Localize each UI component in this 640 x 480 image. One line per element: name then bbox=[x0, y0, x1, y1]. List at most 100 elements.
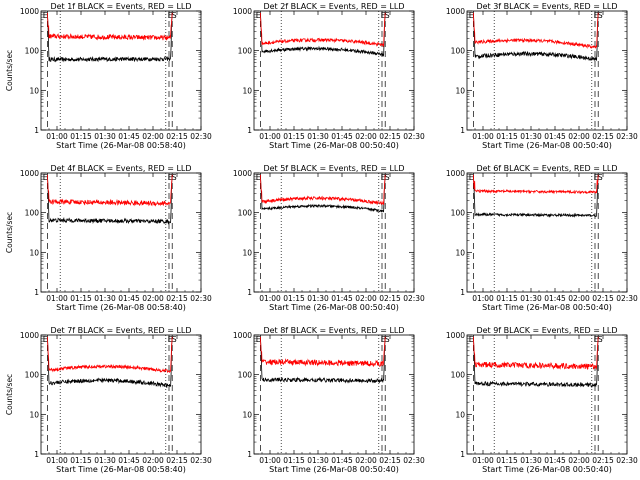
flag-s: S bbox=[598, 11, 603, 20]
y-tick-label: 100 bbox=[238, 371, 253, 380]
chart-title: Det 2f BLACK = Events, RED = LLD bbox=[263, 2, 404, 11]
flag-e: E bbox=[43, 173, 48, 182]
y-tick-label: 100 bbox=[25, 209, 40, 218]
chart-panel-8: Det 8f BLACK = Events, RED = LLD 1 10 100 10… bbox=[233, 326, 425, 474]
x-tick-label: 01:15 bbox=[70, 456, 92, 465]
flag-s: S bbox=[172, 11, 177, 20]
x-tick-label: 02:00 bbox=[142, 294, 164, 303]
x-tick-label: 01:15 bbox=[283, 132, 305, 141]
x-tick-label: 02:00 bbox=[142, 132, 164, 141]
x-tick-label: 01:30 bbox=[520, 294, 542, 303]
y-tick-label: 1 bbox=[460, 288, 465, 297]
x-tick-label: 01:15 bbox=[283, 294, 305, 303]
y-tick-label: 100 bbox=[25, 371, 40, 380]
y-tick-label: 10 bbox=[455, 86, 465, 95]
x-tick-label: 01:45 bbox=[118, 456, 140, 465]
flag-e: E bbox=[469, 335, 474, 344]
chart-title: Det 1f BLACK = Events, RED = LLD bbox=[50, 2, 191, 11]
x-tick-label: 01:30 bbox=[307, 456, 329, 465]
chart-title: Det 7f BLACK = Events, RED = LLD bbox=[50, 326, 191, 335]
x-tick-label: 01:15 bbox=[70, 294, 92, 303]
x-tick-label: 01:00 bbox=[46, 294, 68, 303]
y-tick-label: 100 bbox=[238, 209, 253, 218]
flag-s: S bbox=[172, 335, 177, 344]
events-series-line bbox=[473, 12, 599, 62]
events-series-line bbox=[260, 174, 386, 213]
y-tick-label: 10 bbox=[242, 410, 252, 419]
flag-e: E bbox=[168, 11, 173, 20]
y-tick-label: 10 bbox=[455, 248, 465, 257]
flag-s: S bbox=[598, 173, 603, 182]
plot-frame bbox=[253, 10, 415, 131]
x-tick-label: 01:00 bbox=[472, 456, 494, 465]
x-tick-label: 02:15 bbox=[592, 132, 614, 141]
y-tick-label: 1000 bbox=[233, 331, 252, 340]
x-tick-label: 01:15 bbox=[496, 132, 518, 141]
plot-frame bbox=[253, 334, 415, 455]
y-tick-label: 10 bbox=[242, 248, 252, 257]
chart-panel-6: Det 6f BLACK = Events, RED = LLD 1 10 100 10… bbox=[446, 164, 638, 312]
x-tick-label: 02:15 bbox=[592, 456, 614, 465]
y-tick-label: 100 bbox=[238, 47, 253, 56]
x-tick-label: 01:45 bbox=[331, 456, 353, 465]
x-tick-label: 01:45 bbox=[544, 132, 566, 141]
plot-frame bbox=[40, 10, 202, 131]
y-tick-label: 1000 bbox=[20, 7, 39, 16]
lld-series-line bbox=[47, 174, 173, 207]
lld-series-line bbox=[260, 12, 386, 48]
flag-e: E bbox=[594, 335, 599, 344]
x-tick-label: 02:00 bbox=[355, 456, 377, 465]
x-tick-label: 02:30 bbox=[616, 132, 638, 141]
x-axis-label: Start Time (26-Mar-08 00:50:40) bbox=[269, 303, 399, 312]
x-axis-label: Start Time (26-Mar-08 00:50:40) bbox=[269, 141, 399, 150]
y-tick-label: 1000 bbox=[20, 169, 39, 178]
x-tick-label: 01:15 bbox=[496, 294, 518, 303]
plot-frame bbox=[40, 172, 202, 293]
flag-e: E bbox=[469, 11, 474, 20]
flag-e: E bbox=[43, 11, 48, 20]
x-axis-label: Start Time (26-Mar-08 00:58:40) bbox=[56, 141, 186, 150]
x-axis-label: Start Time (26-Mar-08 00:50:40) bbox=[269, 465, 399, 474]
y-axis-label: Counts/sec bbox=[5, 212, 14, 253]
x-tick-label: 02:30 bbox=[190, 294, 212, 303]
x-tick-label: 01:45 bbox=[544, 294, 566, 303]
chart-title: Det 9f BLACK = Events, RED = LLD bbox=[476, 326, 617, 335]
x-axis-label: Start Time (26-Mar-08 00:58:40) bbox=[56, 303, 186, 312]
y-tick-label: 10 bbox=[29, 248, 39, 257]
x-tick-label: 02:00 bbox=[568, 456, 590, 465]
x-tick-label: 02:30 bbox=[403, 294, 425, 303]
x-tick-label: 02:00 bbox=[355, 294, 377, 303]
chart-title: Det 8f BLACK = Events, RED = LLD bbox=[263, 326, 404, 335]
events-series-line bbox=[47, 336, 173, 389]
events-series-line bbox=[473, 174, 599, 218]
y-tick-label: 1 bbox=[34, 288, 39, 297]
x-tick-label: 01:45 bbox=[118, 132, 140, 141]
plot-frame bbox=[40, 334, 202, 455]
y-tick-label: 1000 bbox=[233, 7, 252, 16]
events-series-line bbox=[473, 336, 599, 388]
y-tick-label: 1 bbox=[34, 126, 39, 135]
x-tick-label: 02:15 bbox=[166, 294, 188, 303]
x-tick-label: 02:30 bbox=[403, 132, 425, 141]
chart-panel-3: Det 3f BLACK = Events, RED = LLD 1 10 100 10… bbox=[446, 2, 638, 150]
x-tick-label: 02:00 bbox=[568, 294, 590, 303]
x-tick-label: 01:00 bbox=[259, 456, 281, 465]
y-tick-label: 1 bbox=[247, 126, 252, 135]
x-tick-label: 01:45 bbox=[331, 294, 353, 303]
flag-s: S bbox=[385, 173, 390, 182]
events-series-line bbox=[260, 12, 386, 57]
plot-frame bbox=[253, 172, 415, 293]
x-tick-label: 01:15 bbox=[70, 132, 92, 141]
chart-panel-5: Det 5f BLACK = Events, RED = LLD 1 10 100 10… bbox=[233, 164, 425, 312]
plot-frame bbox=[466, 10, 628, 131]
x-tick-label: 02:15 bbox=[379, 456, 401, 465]
x-tick-label: 01:45 bbox=[118, 294, 140, 303]
y-tick-label: 1000 bbox=[233, 169, 252, 178]
flag-s: S bbox=[172, 173, 177, 182]
events-series-line bbox=[260, 336, 386, 384]
y-tick-label: 1 bbox=[247, 288, 252, 297]
x-tick-label: 01:30 bbox=[94, 294, 116, 303]
x-tick-label: 02:00 bbox=[142, 456, 164, 465]
x-tick-label: 01:30 bbox=[307, 294, 329, 303]
